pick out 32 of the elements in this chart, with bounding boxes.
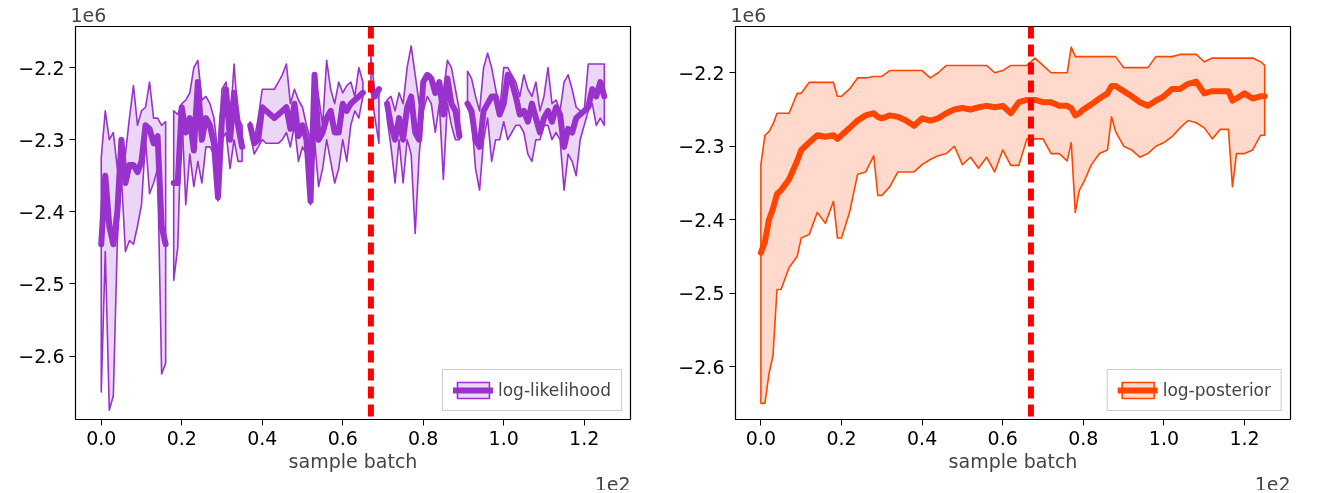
x-tick-label: 0.4 [907, 426, 938, 449]
x-tick-label: 0.6 [327, 426, 358, 449]
y-tick-label: −2.5 [18, 272, 65, 295]
y-tick-label: −2.2 [678, 61, 725, 84]
legend-label: log-likelihood [497, 380, 611, 400]
x-tick-label: 0.8 [1068, 426, 1099, 449]
y-tick-label: −2.5 [678, 282, 725, 305]
x-tick-label: 1.2 [569, 426, 600, 449]
text: 1e6 [70, 3, 107, 26]
x-tick-label: 1.2 [1229, 426, 1260, 449]
x-axis-title: sample batch [288, 449, 418, 472]
text: 1e2 [594, 472, 631, 493]
legend-label: log-posterior [1162, 380, 1271, 400]
x-tick-label: 0.8 [408, 426, 439, 449]
x-tick-label: 0.6 [987, 426, 1018, 449]
y-tick-label: −2.4 [18, 200, 65, 223]
x-tick-label: 1.0 [488, 426, 519, 449]
y-tick-label: −2.6 [18, 345, 65, 368]
text: 1e2 [1254, 472, 1291, 493]
y-tick-label: −2.6 [678, 355, 725, 378]
y-tick-label: −2.3 [678, 135, 725, 158]
y-tick-label: −2.2 [18, 56, 65, 79]
text: 1e6 [730, 3, 767, 26]
y-tick-label: −2.3 [18, 128, 65, 151]
x-tick-label: 0.2 [826, 426, 857, 449]
x-tick-label: 0.0 [745, 426, 776, 449]
x-tick-label: 0.0 [86, 426, 117, 449]
x-tick-label: 0.4 [247, 426, 278, 449]
y-tick-label: −2.4 [678, 208, 725, 231]
x-tick-label: 0.2 [166, 426, 197, 449]
x-axis-title: sample batch [948, 449, 1078, 472]
x-tick-label: 1.0 [1148, 426, 1180, 449]
